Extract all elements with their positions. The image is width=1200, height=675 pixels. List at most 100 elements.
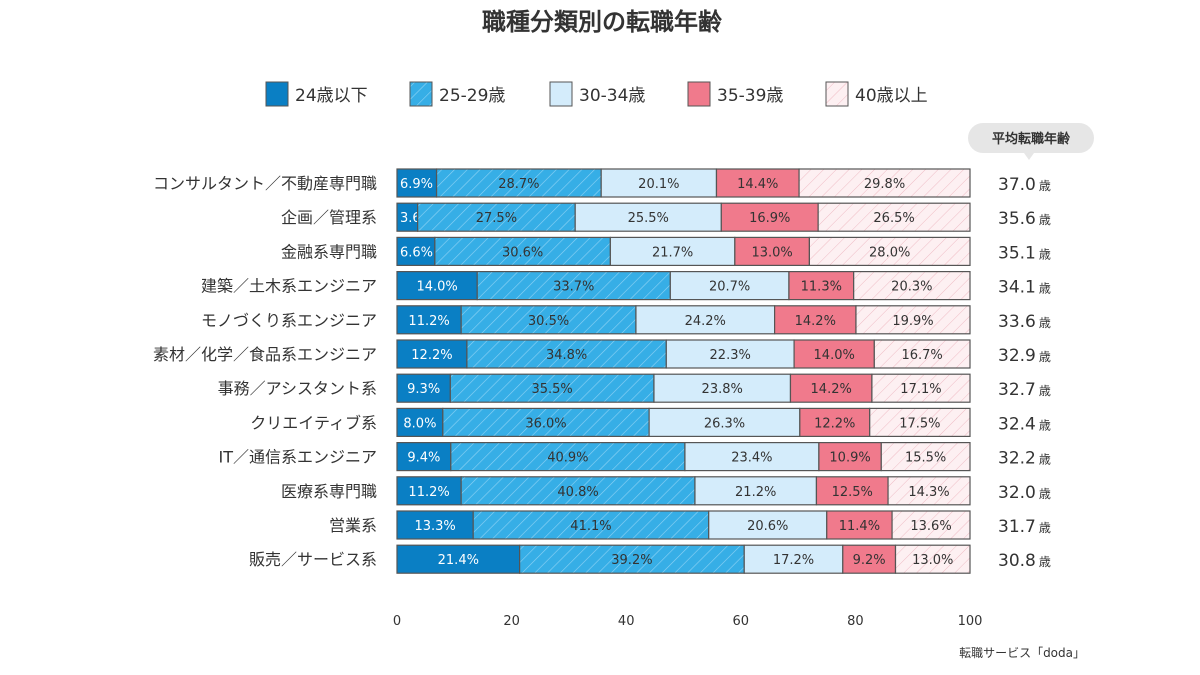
data-label: 13.0% <box>912 553 953 568</box>
data-label: 16.9% <box>749 211 790 226</box>
data-label: 21.4% <box>438 553 479 568</box>
average-header-label: 平均転職年齢 <box>992 131 1071 147</box>
category-label: IT／通信系エンジニア <box>219 448 378 467</box>
data-label: 20.7% <box>709 280 750 295</box>
data-label: 39.2% <box>611 553 652 568</box>
data-label: 28.0% <box>869 245 910 260</box>
data-label: 21.2% <box>735 485 776 500</box>
source-note: 転職サービス「doda」 <box>959 646 1085 660</box>
data-label: 30.6% <box>502 245 543 260</box>
data-label: 10.9% <box>829 451 870 466</box>
average-age-unit: 歳 <box>1039 247 1051 261</box>
data-label: 9.4% <box>407 451 440 466</box>
legend-swatch <box>410 82 432 106</box>
average-header: 平均転職年齢 <box>968 123 1094 160</box>
average-age: 35.1歳 <box>998 243 1051 263</box>
chart-title: 職種分類別の転職年齢 <box>482 8 723 36</box>
data-label: 11.2% <box>408 485 449 500</box>
x-tick-label: 20 <box>503 614 520 629</box>
legend-label: 30-34歳 <box>579 86 645 106</box>
legend-label: 40歳以上 <box>855 86 928 106</box>
data-label: 6.9% <box>400 177 433 192</box>
data-label: 24.2% <box>685 314 726 329</box>
stacked-bar-chart: 職種分類別の転職年齢 24歳以下25-29歳30-34歳35-39歳40歳以上 … <box>0 0 1200 675</box>
bar-row: コンサルタント／不動産専門職6.9%28.7%20.1%14.4%29.8%37… <box>153 169 1051 197</box>
legend-label: 24歳以下 <box>295 86 368 106</box>
average-age-unit: 歳 <box>1039 350 1051 364</box>
data-label: 13.0% <box>751 245 792 260</box>
data-label: 27.5% <box>476 211 517 226</box>
average-age: 34.1歳 <box>998 278 1051 298</box>
bar-row: 販売／サービス系 21.4% 39.2% 17.2% 9.2% 13.0% 30.8歳 <box>249 545 1051 573</box>
bar-row: クリエイティブ系8.0%36.0%26.3%12.2%17.5%32.4歳 <box>250 408 1051 436</box>
average-age-unit: 歳 <box>1039 521 1051 535</box>
data-label: 22.3% <box>710 348 751 363</box>
data-label: 13.6% <box>910 519 951 534</box>
average-age-unit: 歳 <box>1039 555 1051 569</box>
data-label: 23.4% <box>731 451 772 466</box>
average-age-unit: 歳 <box>1039 453 1051 467</box>
data-label: 17.5% <box>899 416 940 431</box>
data-label: 20.6% <box>747 519 788 534</box>
x-tick-label: 100 <box>958 614 983 629</box>
bar-row: 事務／アシスタント系9.3%35.5%23.8%14.2%17.1%32.7歳 <box>218 374 1051 402</box>
data-label: 8.0% <box>403 416 436 431</box>
average-age: 33.6歳 <box>998 312 1051 332</box>
category-label: モノづくり系エンジニア <box>201 311 377 330</box>
data-label: 15.5% <box>905 451 946 466</box>
category-label: 企画／管理系 <box>281 208 377 227</box>
x-tick-label: 80 <box>847 614 864 629</box>
data-label: 14.4% <box>737 177 778 192</box>
bar-row: 営業系13.3%41.1%20.6%11.4%13.6%31.7歳 <box>329 511 1051 539</box>
average-age: 37.0歳 <box>998 175 1051 195</box>
data-label: 9.2% <box>853 553 886 568</box>
legend-swatch <box>550 82 572 106</box>
legend-swatch <box>688 82 710 106</box>
average-age-unit: 歳 <box>1039 418 1051 432</box>
category-label: 営業系 <box>329 516 377 535</box>
category-label: コンサルタント／不動産専門職 <box>153 174 377 193</box>
category-label: 販売／サービス系 <box>249 550 377 569</box>
average-age-unit: 歳 <box>1039 282 1051 296</box>
x-axis: 020406080100 <box>393 614 983 629</box>
category-label: 建築／土木系エンジニア <box>201 277 377 296</box>
average-age-unit: 歳 <box>1039 179 1051 193</box>
data-label: 14.3% <box>908 485 949 500</box>
chart-container: 職種分類別の転職年齢 24歳以下25-29歳30-34歳35-39歳40歳以上 … <box>0 0 1200 675</box>
data-label: 12.5% <box>832 485 873 500</box>
bar-row: 素材／化学／食品系エンジニア12.2%34.8%22.3%14.0%16.7%3… <box>153 340 1051 368</box>
data-label: 23.8% <box>702 382 743 397</box>
legend: 24歳以下25-29歳30-34歳35-39歳40歳以上 <box>266 82 928 106</box>
data-label: 30.5% <box>528 314 569 329</box>
data-label: 16.7% <box>901 348 942 363</box>
average-age: 32.2歳 <box>998 449 1051 469</box>
data-label: 36.0% <box>525 416 566 431</box>
data-label: 26.5% <box>873 211 914 226</box>
data-label: 17.2% <box>773 553 814 568</box>
bar-row: 金融系専門職6.6%30.6%21.7%13.0%28.0%35.1歳 <box>281 237 1051 265</box>
category-label: 医療系専門職 <box>281 482 377 501</box>
data-label: 28.7% <box>498 177 539 192</box>
legend-label: 25-29歳 <box>439 86 505 106</box>
average-age: 31.7歳 <box>998 517 1051 537</box>
data-label: 13.3% <box>414 519 455 534</box>
average-age: 32.7歳 <box>998 380 1051 400</box>
data-label: 20.1% <box>638 177 679 192</box>
category-label: 事務／アシスタント系 <box>218 379 377 398</box>
data-label: 14.0% <box>416 280 457 295</box>
legend-swatch <box>826 82 848 106</box>
bar-row: 建築／土木系エンジニア14.0%33.7%20.7%11.3%20.3%34.1… <box>201 272 1051 300</box>
average-age: 35.6歳 <box>998 209 1051 229</box>
average-age-unit: 歳 <box>1039 487 1051 501</box>
x-tick-label: 0 <box>393 614 401 629</box>
data-label: 11.2% <box>408 314 449 329</box>
data-label: 40.9% <box>547 451 588 466</box>
average-age: 30.8歳 <box>998 551 1051 571</box>
data-label: 11.3% <box>801 280 842 295</box>
data-label: 14.2% <box>811 382 852 397</box>
data-label: 14.2% <box>795 314 836 329</box>
bar-row: モノづくり系エンジニア11.2%30.5%24.2%14.2%19.9%33.6… <box>201 306 1051 334</box>
average-age-unit: 歳 <box>1039 316 1051 330</box>
data-label: 12.2% <box>814 416 855 431</box>
bar-row: 企画／管理系3.6%27.5%25.5%16.9%26.5%35.6歳 <box>281 203 1051 231</box>
